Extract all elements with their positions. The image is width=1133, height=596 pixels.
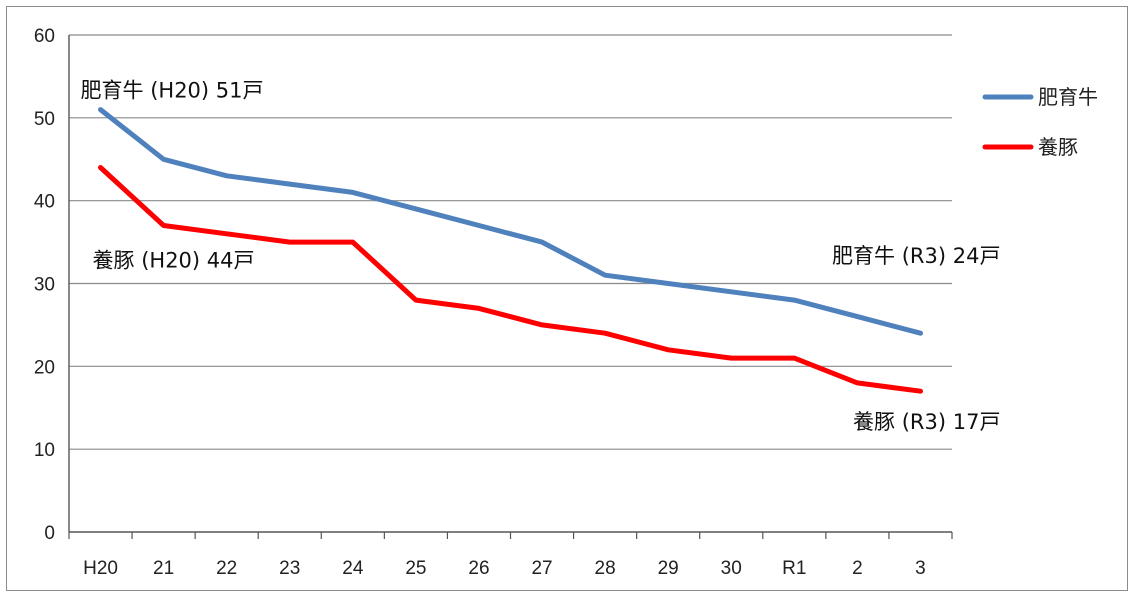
x-tick-label: H20 <box>83 558 118 579</box>
y-tick-label: 50 <box>34 109 55 130</box>
legend-label-1: 養豚 <box>1038 135 1078 159</box>
series-line-1 <box>98 165 923 394</box>
x-tick-label: 29 <box>658 558 679 579</box>
grid-lines <box>69 34 952 450</box>
y-tick-label: 10 <box>34 440 55 461</box>
x-tick-label: 24 <box>342 558 364 579</box>
x-tick-label: 22 <box>216 558 237 579</box>
x-tick-label: 21 <box>153 558 174 579</box>
x-tick-label: 27 <box>531 558 552 579</box>
x-tick-label: 2 <box>852 558 863 579</box>
annotation-label: 肥育牛 (H20) 51戸 <box>81 79 264 103</box>
series-lines <box>98 107 923 394</box>
y-tick-label: 60 <box>34 26 55 47</box>
annotation-label: 養豚 (H20) 44戸 <box>93 249 255 273</box>
legend-label-0: 肥育牛 <box>1038 85 1098 109</box>
x-tick-label: 25 <box>405 558 426 579</box>
y-tick-label: 20 <box>34 357 55 378</box>
x-tick-label: R1 <box>782 558 806 579</box>
y-tick-label: 30 <box>34 275 55 296</box>
x-tick-label: 28 <box>595 558 616 579</box>
annotation-label: 養豚 (R3) 17戸 <box>853 410 1000 434</box>
chart-frame <box>6 6 1128 591</box>
x-tick-label: 26 <box>468 558 489 579</box>
x-tick-label: 30 <box>721 558 742 579</box>
y-tick-label: 0 <box>44 523 55 544</box>
series-line-0 <box>98 107 923 336</box>
y-tick-label: 40 <box>34 192 55 213</box>
x-tick-label: 3 <box>915 558 926 579</box>
annotation-label: 肥育牛 (R3) 24戸 <box>832 244 1000 268</box>
x-tick-label: 23 <box>279 558 300 579</box>
